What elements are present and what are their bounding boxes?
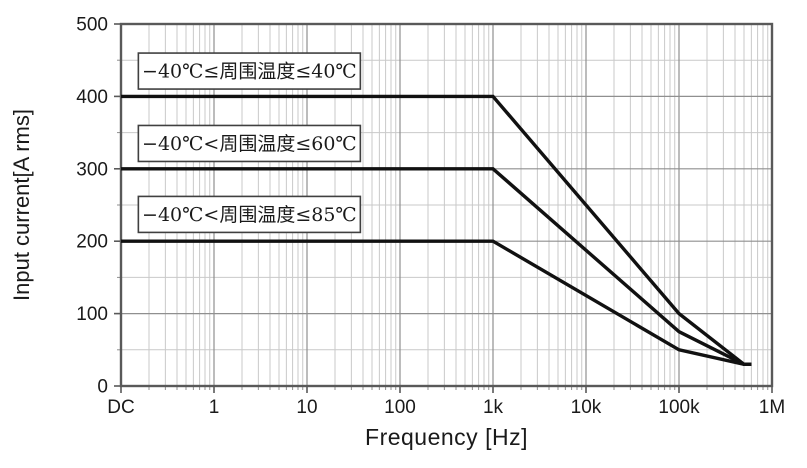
label-text-ambient-40C: −40℃≤周围温度≤40℃ xyxy=(142,61,357,83)
x-tick-label: 1 xyxy=(209,397,220,418)
y-axis-title: Input current[A rms] xyxy=(9,109,34,301)
plot-frame xyxy=(119,22,774,388)
label-box-ambient-60C xyxy=(137,124,362,163)
y-tick-label: 500 xyxy=(76,15,108,36)
y-tick-label: 0 xyxy=(97,377,108,398)
label-text-ambient-85C: −40℃<周围温度≤85℃ xyxy=(142,204,357,226)
x-tick-label: 1k xyxy=(483,397,504,418)
x-tick-label: 10 xyxy=(296,397,317,418)
label-text-ambient-60C: −40℃<周围温度≤60℃ xyxy=(142,133,357,155)
label-box-ambient-85C xyxy=(137,195,362,234)
x-axis-title: Frequency [Hz] xyxy=(365,424,528,450)
x-tick-label: 10k xyxy=(571,397,602,418)
y-tick-label: 200 xyxy=(76,232,108,253)
x-tick-label: 100k xyxy=(658,397,700,418)
y-tick-label: 300 xyxy=(76,159,108,180)
x-tick-label: 1M xyxy=(759,397,785,418)
label-box-ambient-40C xyxy=(137,52,362,90)
curve-ambient-85C xyxy=(121,239,752,366)
y-tick-label: 400 xyxy=(76,87,108,108)
y-tick-label: 100 xyxy=(76,304,108,325)
x-tick-label: DC xyxy=(107,397,134,418)
x-tick-label: 100 xyxy=(384,397,416,418)
